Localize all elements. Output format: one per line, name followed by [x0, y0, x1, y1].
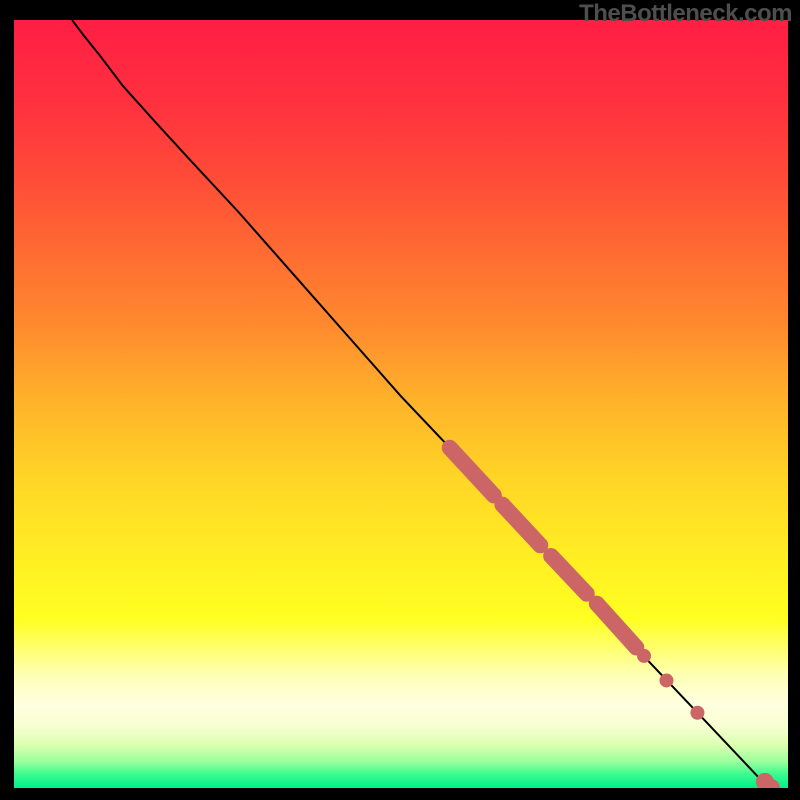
- chart-gradient-background: [14, 20, 788, 788]
- marker-dot: [659, 673, 673, 687]
- marker-dot: [690, 706, 704, 720]
- marker-dot: [637, 649, 651, 663]
- watermark-text: TheBottleneck.com: [579, 0, 792, 28]
